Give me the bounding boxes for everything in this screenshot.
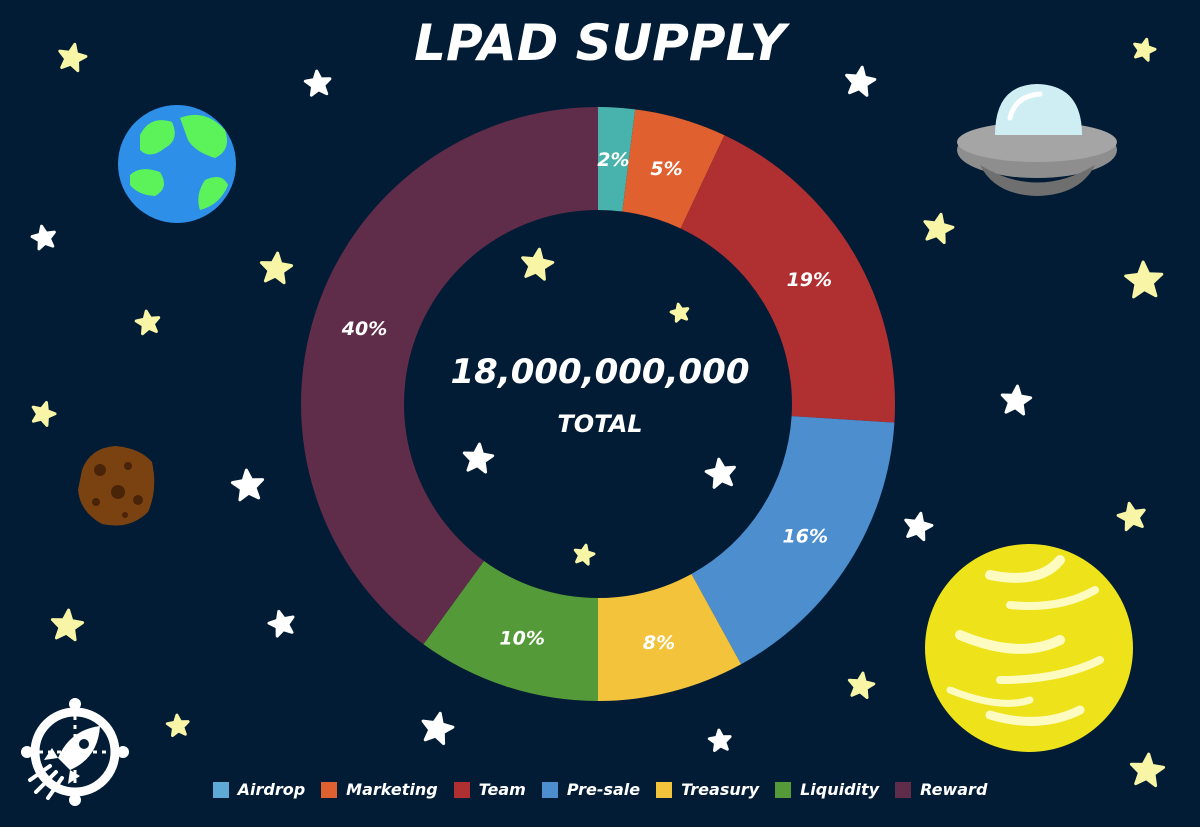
slice-team bbox=[680, 135, 895, 423]
legend-label: Liquidity bbox=[800, 780, 880, 799]
star-icon bbox=[845, 65, 877, 97]
legend-swatch bbox=[212, 781, 229, 798]
legend-label: Airdrop bbox=[237, 780, 306, 799]
star-icon bbox=[230, 468, 265, 502]
slice-pre-sale bbox=[691, 416, 895, 665]
star-icon bbox=[165, 713, 190, 737]
slice-label-liquidity: 10% bbox=[499, 627, 544, 649]
star-icon bbox=[1133, 37, 1157, 62]
slice-labels: 2% 5% 19% 16% 8% 10% 40% bbox=[341, 149, 832, 654]
star-icon bbox=[58, 42, 88, 73]
slice-reward bbox=[300, 106, 598, 645]
star-icon bbox=[669, 302, 690, 323]
legend-swatch bbox=[453, 781, 470, 798]
star-icon bbox=[134, 309, 161, 336]
star-icon bbox=[421, 711, 455, 746]
legend-label: Pre-sale bbox=[566, 780, 641, 799]
slice-label-pre-sale: 16% bbox=[783, 526, 828, 548]
star-icon bbox=[1116, 501, 1146, 532]
legend-swatch bbox=[321, 781, 338, 798]
legend-item-pre-sale: Pre-sale bbox=[541, 780, 641, 799]
star-icon bbox=[50, 608, 85, 642]
legend-item-marketing: Marketing bbox=[321, 780, 438, 799]
star-icon bbox=[847, 671, 876, 699]
slice-label-airdrop: 2% bbox=[597, 149, 629, 171]
legend-label: Marketing bbox=[346, 780, 438, 799]
star-icon bbox=[573, 543, 596, 566]
earth-planet-icon bbox=[118, 105, 236, 223]
slice-marketing bbox=[622, 109, 725, 229]
star-icon bbox=[1129, 752, 1166, 788]
stars-decoration bbox=[30, 37, 1166, 788]
star-icon bbox=[303, 69, 332, 97]
legend-item-team: Team bbox=[453, 780, 526, 799]
rocket-logo-icon bbox=[21, 698, 129, 806]
legend-item-reward: Reward bbox=[895, 780, 987, 799]
slice-liquidity bbox=[423, 560, 598, 701]
star-icon bbox=[707, 728, 732, 752]
total-value: 18,000,000,000 bbox=[450, 352, 750, 392]
donut-chart bbox=[300, 106, 895, 701]
star-icon bbox=[259, 251, 294, 285]
legend-label: Reward bbox=[920, 780, 988, 799]
slice-label-reward: 40% bbox=[341, 318, 387, 340]
legend-label: Team bbox=[478, 780, 526, 799]
ufo-icon bbox=[957, 84, 1117, 196]
legend-swatch bbox=[895, 781, 912, 798]
page-title: LPAD SUPPLY bbox=[414, 14, 786, 72]
star-icon bbox=[521, 247, 555, 281]
star-icon bbox=[267, 609, 295, 638]
star-icon bbox=[923, 212, 955, 245]
legend-swatch bbox=[775, 781, 792, 798]
star-icon bbox=[1124, 260, 1164, 299]
slice-label-treasury: 8% bbox=[643, 632, 675, 654]
legend-label: Treasury bbox=[681, 780, 760, 799]
slice-label-marketing: 5% bbox=[650, 158, 682, 180]
legend-item-treasury: Treasury bbox=[656, 780, 759, 799]
slice-airdrop bbox=[598, 107, 636, 212]
inner-stars-decoration bbox=[462, 247, 736, 566]
star-icon bbox=[704, 457, 736, 489]
legend: Airdrop Marketing Team Pre-sale Treasury Liqu… bbox=[0, 780, 1200, 799]
total-label: TOTAL bbox=[557, 410, 643, 438]
legend-swatch bbox=[541, 781, 558, 798]
star-icon bbox=[31, 401, 57, 427]
star-icon bbox=[30, 224, 56, 251]
star-icon bbox=[462, 442, 495, 474]
legend-item-airdrop: Airdrop bbox=[212, 780, 306, 799]
star-icon bbox=[904, 511, 934, 542]
legend-item-liquidity: Liquidity bbox=[775, 780, 879, 799]
asteroid-icon bbox=[78, 446, 155, 526]
slice-treasury bbox=[598, 574, 742, 701]
yellow-planet-icon bbox=[925, 544, 1133, 752]
legend-swatch bbox=[656, 781, 673, 798]
star-icon bbox=[1000, 384, 1033, 416]
slice-label-team: 19% bbox=[787, 269, 832, 291]
